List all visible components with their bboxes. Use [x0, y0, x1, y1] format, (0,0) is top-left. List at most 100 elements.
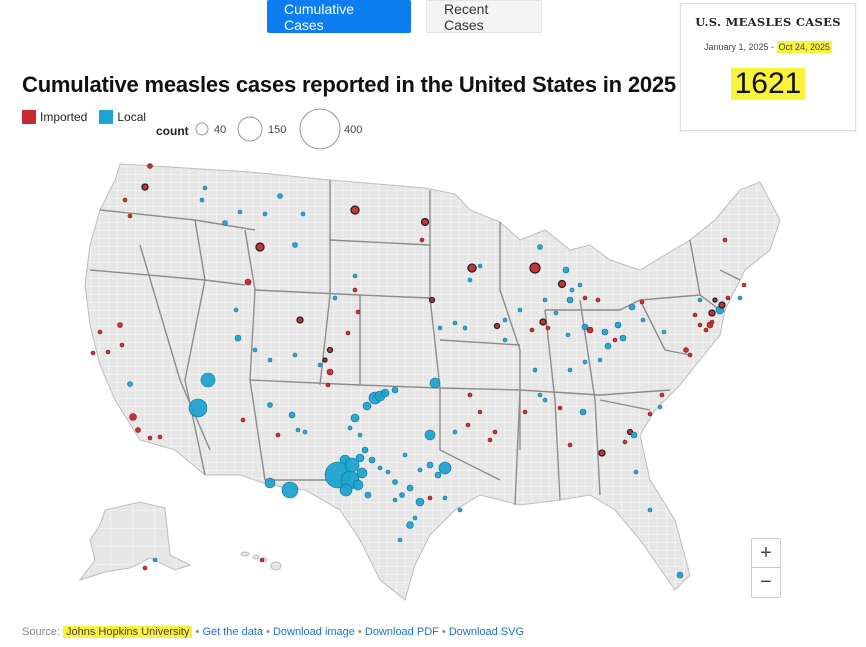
imported-case-marker[interactable]: [147, 163, 153, 169]
imported-case-marker[interactable]: [586, 326, 594, 334]
imported-case-marker[interactable]: [467, 392, 473, 398]
local-case-marker[interactable]: [581, 323, 589, 331]
imported-case-marker[interactable]: [529, 262, 541, 274]
local-case-marker[interactable]: [657, 404, 663, 410]
local-case-marker[interactable]: [601, 328, 609, 336]
get-data-link[interactable]: Get the data: [202, 626, 263, 638]
local-case-marker[interactable]: [347, 425, 353, 431]
local-case-marker[interactable]: [292, 352, 298, 358]
imported-case-marker[interactable]: [345, 330, 351, 336]
local-case-marker[interactable]: [281, 481, 299, 499]
local-case-marker[interactable]: [368, 456, 376, 464]
download-image-link[interactable]: Download image: [272, 626, 355, 638]
local-case-marker[interactable]: [392, 497, 398, 503]
imported-case-marker[interactable]: [703, 327, 709, 333]
local-case-marker[interactable]: [462, 325, 468, 331]
local-case-marker[interactable]: [424, 429, 436, 441]
imported-case-marker[interactable]: [355, 309, 361, 315]
local-case-marker[interactable]: [452, 320, 458, 326]
local-case-marker[interactable]: [406, 484, 414, 492]
download-pdf-link[interactable]: Download PDF: [364, 626, 439, 638]
imported-case-marker[interactable]: [117, 322, 123, 328]
local-case-marker[interactable]: [577, 282, 583, 288]
local-case-marker[interactable]: [517, 307, 523, 313]
local-case-marker[interactable]: [502, 337, 508, 343]
local-case-marker[interactable]: [361, 446, 369, 454]
local-case-marker[interactable]: [737, 295, 743, 301]
local-case-marker[interactable]: [302, 429, 308, 435]
local-case-marker[interactable]: [277, 193, 283, 199]
imported-case-marker[interactable]: [322, 357, 328, 363]
local-case-marker[interactable]: [262, 211, 268, 217]
local-case-marker[interactable]: [362, 401, 372, 411]
local-case-marker[interactable]: [355, 453, 365, 463]
imported-case-marker[interactable]: [545, 325, 551, 331]
imported-case-marker[interactable]: [567, 442, 573, 448]
local-case-marker[interactable]: [438, 461, 452, 475]
local-case-marker[interactable]: [630, 431, 638, 439]
imported-case-marker[interactable]: [557, 279, 567, 289]
local-case-marker[interactable]: [502, 317, 508, 323]
local-case-marker[interactable]: [579, 408, 587, 416]
local-case-marker[interactable]: [434, 471, 442, 479]
zoom-in-button[interactable]: +: [752, 539, 780, 568]
imported-case-marker[interactable]: [598, 449, 606, 457]
local-case-marker[interactable]: [252, 347, 258, 353]
local-case-marker[interactable]: [377, 465, 383, 471]
local-case-marker[interactable]: [647, 507, 653, 513]
local-case-marker[interactable]: [567, 367, 573, 373]
imported-case-marker[interactable]: [639, 299, 645, 305]
imported-case-marker[interactable]: [712, 297, 718, 303]
imported-case-marker[interactable]: [419, 237, 425, 243]
imported-case-marker[interactable]: [90, 350, 96, 356]
imported-case-marker[interactable]: [326, 368, 334, 376]
local-case-marker[interactable]: [267, 357, 273, 363]
local-case-marker[interactable]: [633, 469, 639, 475]
imported-case-marker[interactable]: [127, 213, 133, 219]
local-case-marker[interactable]: [385, 469, 391, 475]
imported-case-marker[interactable]: [692, 312, 698, 318]
imported-case-marker[interactable]: [492, 429, 498, 435]
imported-case-marker[interactable]: [622, 439, 628, 445]
local-case-marker[interactable]: [597, 357, 603, 363]
local-case-marker[interactable]: [415, 497, 425, 507]
local-case-marker[interactable]: [234, 334, 242, 342]
tab-cumulative-cases[interactable]: Cumulative Cases: [267, 0, 411, 33]
local-case-marker[interactable]: [604, 342, 612, 350]
zoom-out-button[interactable]: −: [760, 571, 772, 593]
imported-case-marker[interactable]: [142, 565, 148, 571]
local-case-marker[interactable]: [127, 381, 133, 387]
local-case-marker[interactable]: [357, 432, 363, 438]
local-case-marker[interactable]: [344, 457, 360, 473]
imported-case-marker[interactable]: [352, 287, 358, 293]
imported-case-marker[interactable]: [325, 382, 331, 388]
local-case-marker[interactable]: [188, 398, 208, 418]
local-case-marker[interactable]: [467, 277, 473, 283]
local-case-marker[interactable]: [412, 515, 418, 521]
imported-case-marker[interactable]: [709, 319, 715, 325]
local-case-marker[interactable]: [457, 507, 463, 513]
local-case-marker[interactable]: [628, 303, 636, 311]
local-case-marker[interactable]: [295, 427, 301, 433]
imported-case-marker[interactable]: [259, 557, 265, 563]
imported-case-marker[interactable]: [326, 346, 334, 354]
imported-case-marker[interactable]: [141, 183, 149, 191]
local-case-marker[interactable]: [582, 359, 588, 365]
local-case-marker[interactable]: [537, 392, 543, 398]
local-case-marker[interactable]: [542, 397, 548, 403]
imported-case-marker[interactable]: [122, 197, 128, 203]
local-case-marker[interactable]: [406, 521, 414, 529]
imported-case-marker[interactable]: [582, 295, 588, 301]
imported-case-marker[interactable]: [467, 263, 477, 273]
local-case-marker[interactable]: [417, 467, 423, 473]
local-case-marker[interactable]: [392, 479, 398, 485]
imported-case-marker[interactable]: [659, 392, 665, 398]
local-case-marker[interactable]: [152, 557, 158, 563]
local-case-marker[interactable]: [566, 296, 574, 304]
local-case-marker[interactable]: [202, 185, 208, 191]
local-case-marker[interactable]: [339, 483, 353, 497]
imported-case-marker[interactable]: [725, 295, 731, 301]
local-case-marker[interactable]: [364, 491, 372, 499]
imported-case-marker[interactable]: [741, 282, 747, 288]
imported-case-marker[interactable]: [647, 411, 653, 417]
